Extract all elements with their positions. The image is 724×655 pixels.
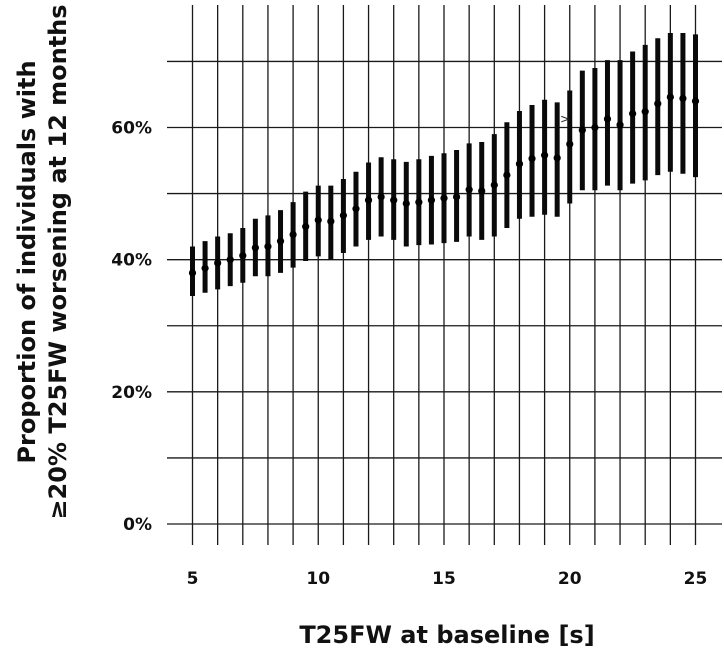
data-point [302, 223, 310, 231]
y-tick-label: 40% [111, 251, 152, 271]
y-axis-title-line-2: ≥20% T25FW worsening at 12 months [44, 4, 72, 519]
data-point [603, 115, 612, 123]
data-point [427, 196, 436, 204]
data-point [226, 256, 234, 264]
data-point [440, 194, 448, 202]
data-point [465, 186, 473, 194]
x-tick-label: 20 [558, 569, 582, 589]
data-point [591, 123, 599, 132]
annotation-mark: > [560, 112, 570, 126]
data-point [528, 154, 536, 163]
data-points [188, 93, 700, 277]
data-point [452, 193, 461, 201]
x-tick-label: 5 [187, 569, 199, 589]
data-point [616, 121, 624, 129]
data-point [314, 216, 322, 224]
data-point [289, 230, 297, 239]
data-point [566, 140, 574, 148]
data-point [352, 205, 360, 213]
data-point [402, 199, 410, 208]
data-point [691, 97, 700, 105]
x-tick-label: 15 [432, 569, 456, 589]
data-point [390, 196, 398, 204]
data-point [654, 100, 662, 108]
tick-labels: 5 10 15 20 25 0% 20% 40% 60% [111, 119, 707, 590]
data-point [666, 93, 674, 101]
data-point [364, 196, 373, 204]
data-point [515, 160, 524, 168]
data-point [478, 187, 486, 195]
data-point [578, 126, 586, 134]
data-point [214, 259, 222, 267]
data-point [327, 217, 335, 225]
data-point [264, 242, 272, 251]
y-tick-label: 20% [111, 383, 152, 403]
data-point [503, 171, 511, 179]
y-axis-title: Proportion of individuals with ≥20% T25F… [13, 4, 72, 519]
y-tick-label: 60% [111, 119, 152, 139]
x-axis-title: T25FW at baseline [s] [299, 621, 594, 649]
x-tick-label: 10 [306, 569, 330, 589]
data-point [251, 244, 259, 252]
data-point [629, 110, 637, 118]
data-point [339, 211, 347, 219]
data-point [641, 108, 649, 116]
y-axis-title-line-1: Proportion of individuals with [13, 60, 41, 463]
data-point [679, 94, 687, 103]
data-point [553, 154, 561, 162]
data-point [239, 252, 247, 260]
x-tick-label: 25 [684, 569, 708, 589]
data-point [276, 237, 285, 245]
data-point [188, 269, 197, 277]
data-point [490, 181, 498, 189]
data-point [541, 151, 549, 159]
y-tick-label: 0% [123, 515, 152, 535]
grid-lines [167, 5, 722, 545]
data-point [201, 264, 209, 272]
data-point [415, 198, 423, 206]
data-point [377, 193, 385, 201]
